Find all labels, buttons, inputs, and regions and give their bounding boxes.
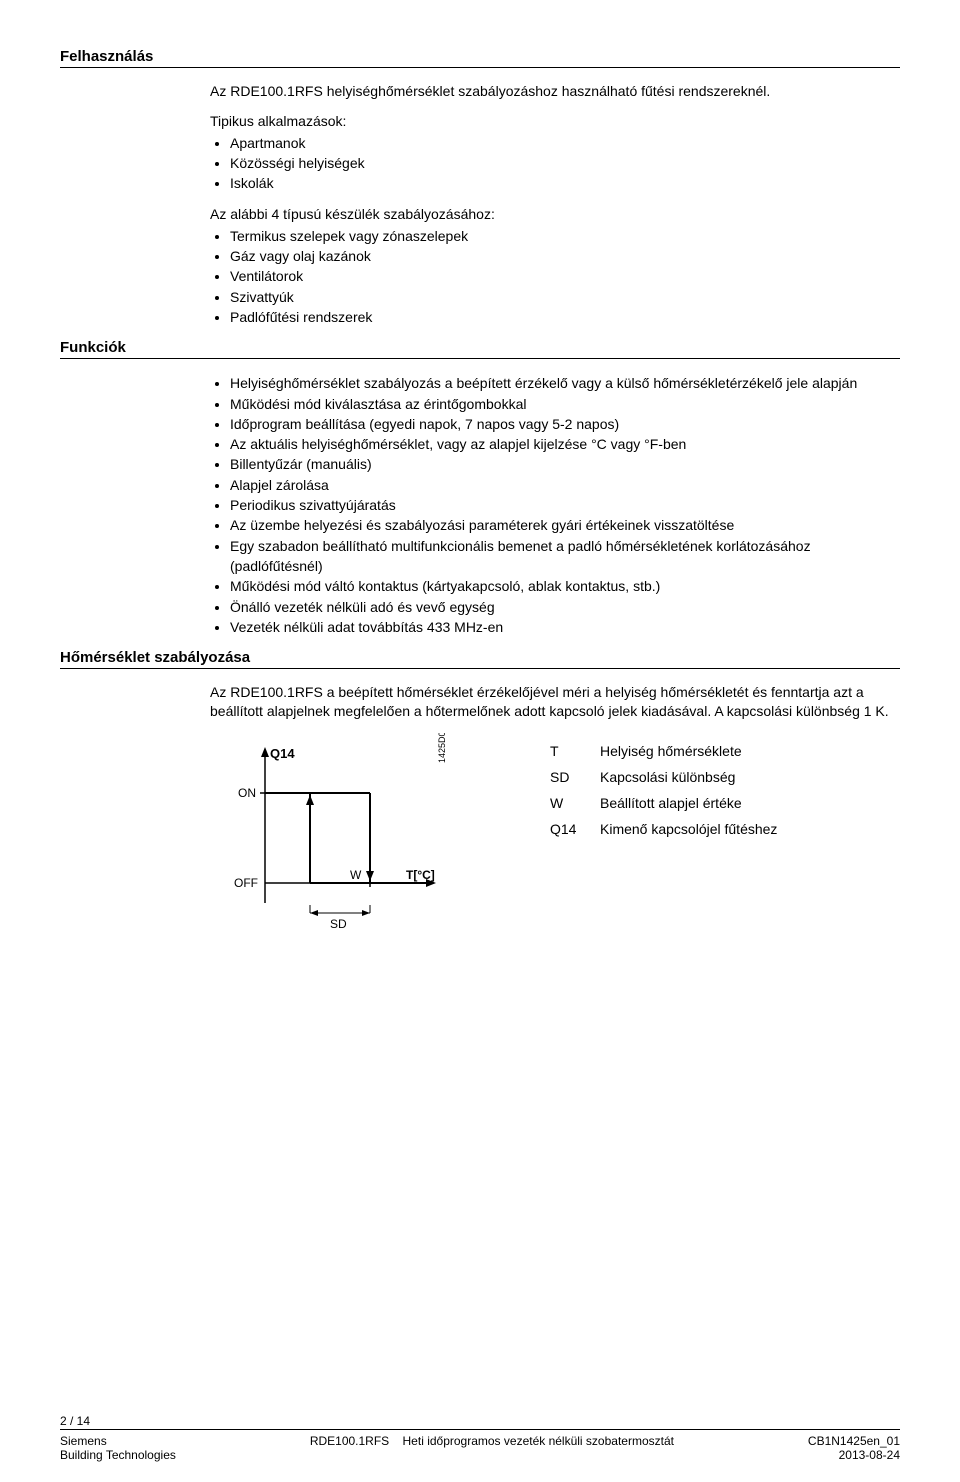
list-item: Önálló vezeték nélküli adó és vevő egysé… (230, 597, 890, 617)
heading-temp: Hőmérséklet szabályozása (60, 649, 900, 669)
footer-left1: Siemens (60, 1434, 176, 1448)
legend-val: Beállított alapjel értéke (600, 795, 742, 811)
list-item: Billentyűzár (manuális) (230, 454, 890, 474)
diagram-off: OFF (234, 876, 258, 890)
list-item: Időprogram beállítása (egyedi napok, 7 n… (230, 414, 890, 434)
diagram-tc: T[°C] (406, 868, 435, 882)
apps-list: Apartmanok Közösségi helyiségek Iskolák (210, 133, 890, 194)
list-item: Iskolák (230, 173, 890, 193)
footer-right2: 2013-08-24 (808, 1448, 900, 1462)
list-item: Közösségi helyiségek (230, 153, 890, 173)
functions-list: Helyiséghőmérséklet szabályozás a beépít… (210, 373, 890, 637)
footer-right1: CB1N1425en_01 (808, 1434, 900, 1448)
diagram-on: ON (238, 786, 256, 800)
diagram-sd: SD (330, 917, 347, 931)
footer-center: RDE100.1RFS Heti időprogramos vezeték né… (176, 1434, 808, 1448)
legend-key: SD (550, 769, 600, 785)
legend-val: Kimenő kapcsolójel fűtéshez (600, 821, 777, 837)
types-intro: Az alábbi 4 típusú készülék szabályozásá… (210, 206, 890, 222)
hysteresis-diagram: Q14 ON OFF W T[°C] SD 1425D01 (210, 733, 490, 936)
temp-para: Az RDE100.1RFS a beépített hőmérséklet é… (210, 683, 890, 721)
page-number: 2 / 14 (60, 1414, 90, 1428)
list-item: Periodikus szivattyújáratás (230, 495, 890, 515)
list-item: Alapjel zárolása (230, 475, 890, 495)
list-item: Vezeték nélküli adat továbbítás 433 MHz-… (230, 617, 890, 637)
list-item: Padlófűtési rendszerek (230, 307, 890, 327)
diagram-code: 1425D01 (437, 733, 447, 763)
diagram-w: W (350, 868, 362, 882)
legend-val: Kapcsolási különbség (600, 769, 735, 785)
list-item: Apartmanok (230, 133, 890, 153)
legend-val: Helyiség hőmérséklete (600, 743, 742, 759)
list-item: Az üzembe helyezési és szabályozási para… (230, 515, 890, 535)
list-item: Működési mód kiválasztása az érintőgombo… (230, 394, 890, 414)
list-item: Szivattyúk (230, 287, 890, 307)
list-item: Termikus szelepek vagy zónaszelepek (230, 226, 890, 246)
list-item: Helyiséghőmérséklet szabályozás a beépít… (230, 373, 890, 393)
usage-intro: Az RDE100.1RFS helyiséghőmérséklet szabá… (210, 82, 890, 101)
list-item: Egy szabadon beállítható multifunkcionál… (230, 536, 890, 577)
types-list: Termikus szelepek vagy zónaszelepek Gáz … (210, 226, 890, 327)
diagram-legend: T Helyiség hőmérséklete SD Kapcsolási kü… (550, 743, 777, 847)
footer-left2: Building Technologies (60, 1448, 176, 1462)
heading-functions: Funkciók (60, 339, 900, 359)
legend-key: W (550, 795, 600, 811)
diagram-q14: Q14 (270, 746, 295, 761)
legend-key: T (550, 743, 600, 759)
legend-key: Q14 (550, 821, 600, 837)
heading-usage: Felhasználás (60, 48, 900, 68)
list-item: Gáz vagy olaj kazánok (230, 246, 890, 266)
list-item: Működési mód váltó kontaktus (kártyakapc… (230, 576, 890, 596)
apps-intro: Tipikus alkalmazások: (210, 113, 890, 129)
page-footer: Siemens Building Technologies RDE100.1RF… (60, 1429, 900, 1462)
list-item: Az aktuális helyiséghőmérséklet, vagy az… (230, 434, 890, 454)
list-item: Ventilátorok (230, 266, 890, 286)
